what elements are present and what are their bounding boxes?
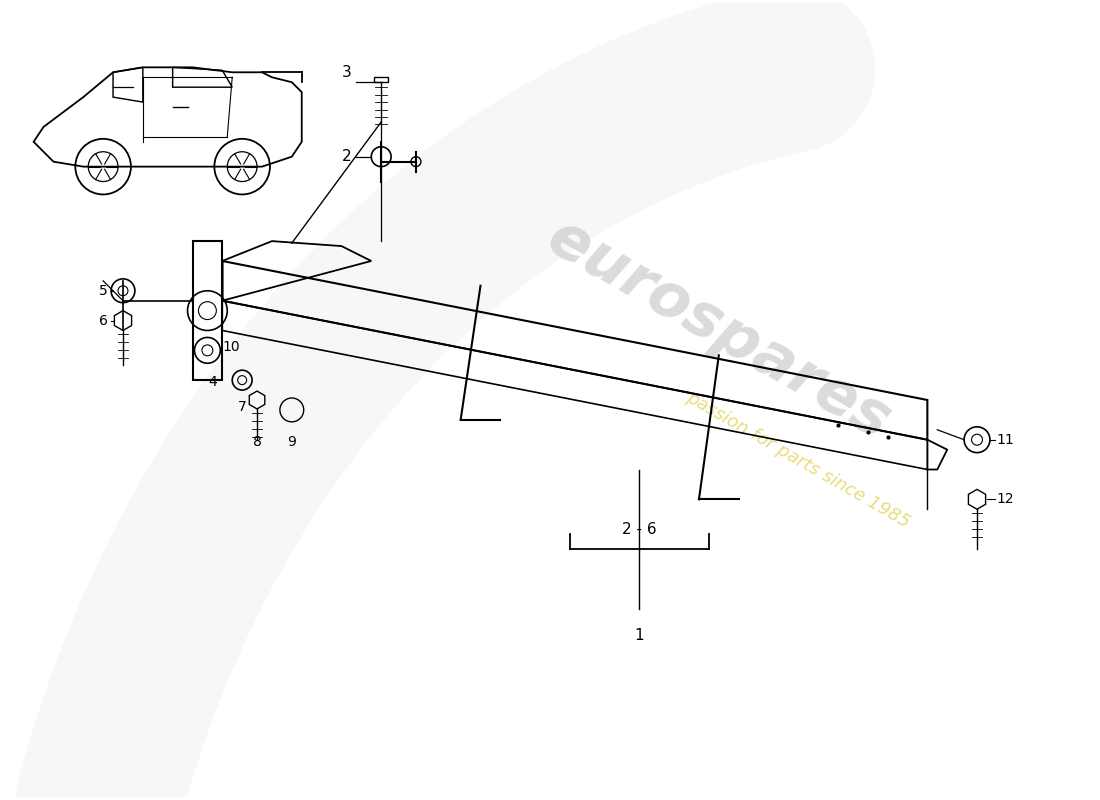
- Text: 7: 7: [238, 400, 246, 414]
- Text: 9: 9: [287, 434, 296, 449]
- Text: 5: 5: [99, 284, 108, 298]
- Text: 8: 8: [253, 434, 262, 449]
- Text: 12: 12: [997, 492, 1014, 506]
- Text: 6: 6: [99, 314, 108, 327]
- Text: passion for parts since 1985: passion for parts since 1985: [683, 388, 913, 531]
- Text: 3: 3: [342, 65, 351, 80]
- Text: 2: 2: [342, 150, 351, 164]
- Text: 1: 1: [635, 629, 645, 643]
- Text: 11: 11: [997, 433, 1014, 446]
- Text: eurospares: eurospares: [537, 208, 901, 453]
- Text: 2 - 6: 2 - 6: [623, 522, 657, 537]
- Text: 10: 10: [222, 341, 240, 354]
- Text: 4: 4: [208, 375, 217, 389]
